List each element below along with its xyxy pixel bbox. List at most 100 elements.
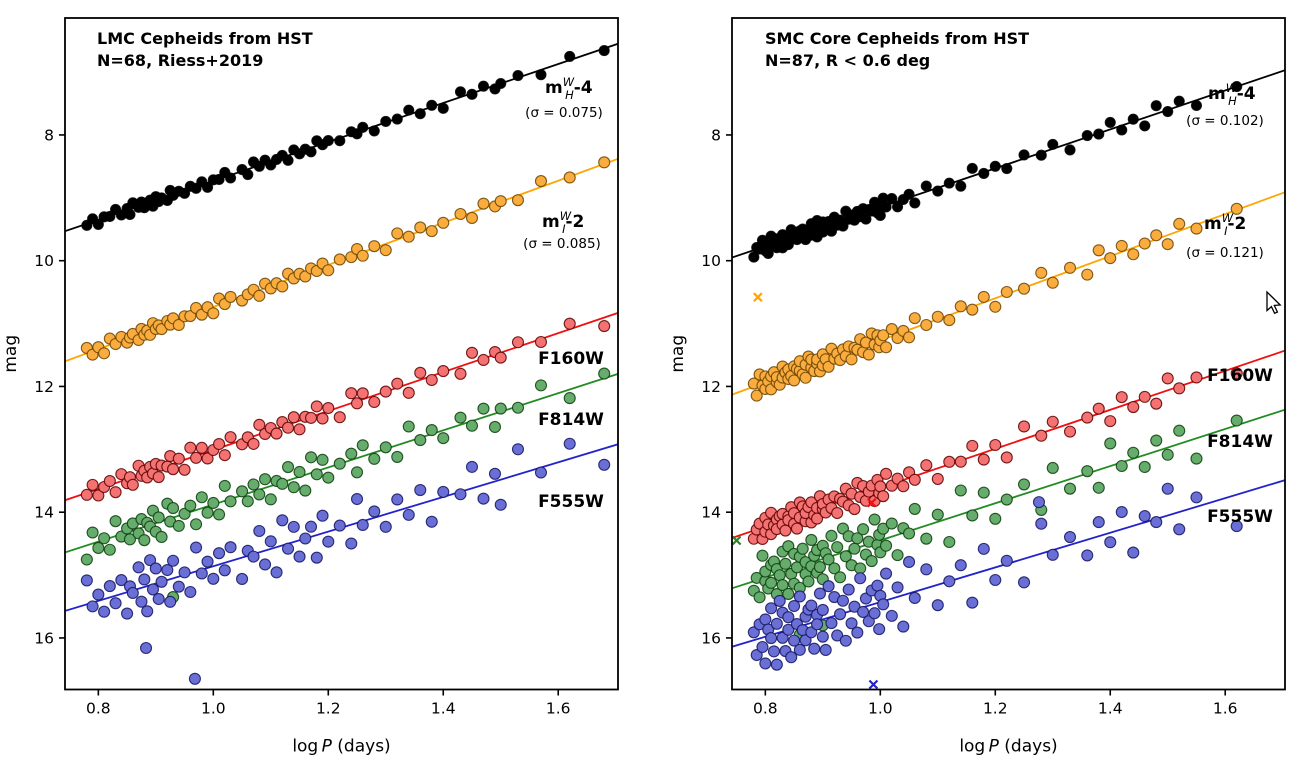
data-point-mHW4 (886, 192, 898, 205)
data-point-F160W (126, 478, 139, 491)
data-point-F555W (842, 583, 855, 596)
data-point-F160W (1230, 367, 1243, 380)
data-point-mHW4 (179, 187, 191, 199)
data-point-mIW2 (799, 371, 812, 384)
data-point-F555W (598, 458, 611, 471)
data-point-F814W (805, 533, 818, 547)
data-point-F555W (345, 537, 358, 550)
data-point-F160W (454, 367, 467, 380)
data-point-F555W (776, 631, 789, 644)
outlier-cross-stroke (753, 292, 763, 302)
scatter-mIW2 (747, 202, 1243, 402)
data-point-F814W (891, 549, 904, 562)
data-point-F555W (402, 508, 415, 521)
scatter-mHW4 (81, 45, 610, 231)
data-point-mHW4 (242, 169, 254, 181)
panel-title-line1: LMC Cepheids from HST (97, 29, 313, 48)
data-point-F814W (293, 465, 306, 479)
data-point-F555W (1150, 516, 1163, 529)
data-point-mHW4 (1093, 128, 1105, 140)
data-point-mIW2 (98, 347, 111, 360)
data-point-mIW2 (454, 207, 467, 221)
data-point-F160W (1161, 372, 1174, 385)
scatter-F814W (747, 414, 1243, 641)
data-point-mHW4 (880, 201, 892, 213)
x-axis-tick-label: 1.4 (1098, 700, 1123, 718)
data-point-F160W (270, 427, 283, 440)
data-point-F160W (167, 463, 180, 476)
data-point-F555W (873, 623, 886, 636)
data-point-mIW2 (1161, 238, 1174, 251)
data-point-F555W (788, 599, 801, 613)
data-point-F555W (834, 608, 847, 621)
x-axis-tick-label: 1.2 (983, 700, 1008, 718)
data-point-F160W (563, 317, 576, 330)
series-label-F160W: F160W (1207, 366, 1273, 386)
data-point-F555W (759, 613, 772, 626)
data-point-F160W (345, 387, 358, 400)
data-point-F814W (138, 534, 151, 547)
data-point-mHW4 (874, 209, 886, 222)
data-point-F814W (356, 439, 369, 452)
y-axis-tick-label: 16 (701, 629, 721, 647)
data-point-mHW4 (535, 69, 547, 81)
data-point-F555W (839, 634, 852, 647)
data-point-F160W (1104, 415, 1117, 428)
data-point-mHW4 (920, 180, 932, 192)
data-point-mIW2 (880, 341, 893, 354)
data-point-F555W (414, 483, 427, 497)
series-label-mHW4: mW H-4 (545, 75, 593, 102)
data-point-F160W (86, 478, 99, 491)
data-point-F555W (1035, 517, 1048, 530)
data-point-mHW4 (380, 115, 392, 127)
data-point-F555W (132, 561, 145, 574)
data-point-mIW2 (1104, 252, 1117, 265)
data-point-F160W (213, 437, 226, 451)
y-axis-tick-label: 14 (701, 504, 721, 522)
data-point-mHW4 (1190, 99, 1203, 112)
data-point-mHW4 (943, 177, 955, 189)
data-point-mHW4 (282, 154, 294, 166)
data-point-mHW4 (305, 146, 317, 158)
data-point-F160W (977, 453, 990, 466)
x-axis-title: log P (days) (292, 737, 390, 757)
data-point-F555W (1081, 549, 1094, 562)
data-point-F160W (218, 449, 231, 462)
data-point-F814W (488, 420, 502, 434)
data-point-F160W (195, 441, 208, 454)
data-point-mIW2 (511, 194, 525, 207)
data-point-F555W (920, 563, 933, 576)
data-point-F555W (213, 547, 226, 560)
data-point-F814W (1173, 424, 1186, 437)
data-point-F814W (880, 539, 893, 552)
data-point-F814W (414, 434, 427, 447)
data-point-F555W (86, 600, 99, 613)
data-point-F814W (822, 553, 835, 566)
data-point-mHW4 (437, 102, 449, 114)
data-point-F814W (828, 562, 841, 575)
data-point-F555W (954, 559, 967, 572)
data-point-F555W (368, 505, 381, 518)
data-point-F160W (172, 452, 185, 465)
data-point-F555W (816, 630, 829, 643)
data-point-F555W (207, 572, 220, 585)
data-point-F814W (782, 587, 795, 601)
data-point-F814W (598, 367, 611, 380)
data-point-mIW2 (788, 374, 801, 387)
data-point-F555W (903, 555, 916, 569)
data-point-mHW4 (955, 180, 967, 192)
data-point-F160W (253, 418, 266, 431)
data-point-F555W (356, 518, 369, 532)
plot-frame (64, 17, 619, 691)
data-point-F814W (155, 530, 168, 544)
data-point-mHW4 (892, 201, 904, 213)
data-point-F814W (494, 402, 507, 415)
data-point-F160W (322, 401, 335, 415)
panel-smc: 0.8 1.0 1.2 1.4 1.6 8 10 12 14 16 log P (days) mag S… (668, 17, 1286, 757)
data-point-F555W (977, 542, 990, 555)
data-point-mHW4 (414, 108, 426, 120)
data-point-F160W (1046, 415, 1059, 428)
data-point-F814W (831, 541, 844, 554)
